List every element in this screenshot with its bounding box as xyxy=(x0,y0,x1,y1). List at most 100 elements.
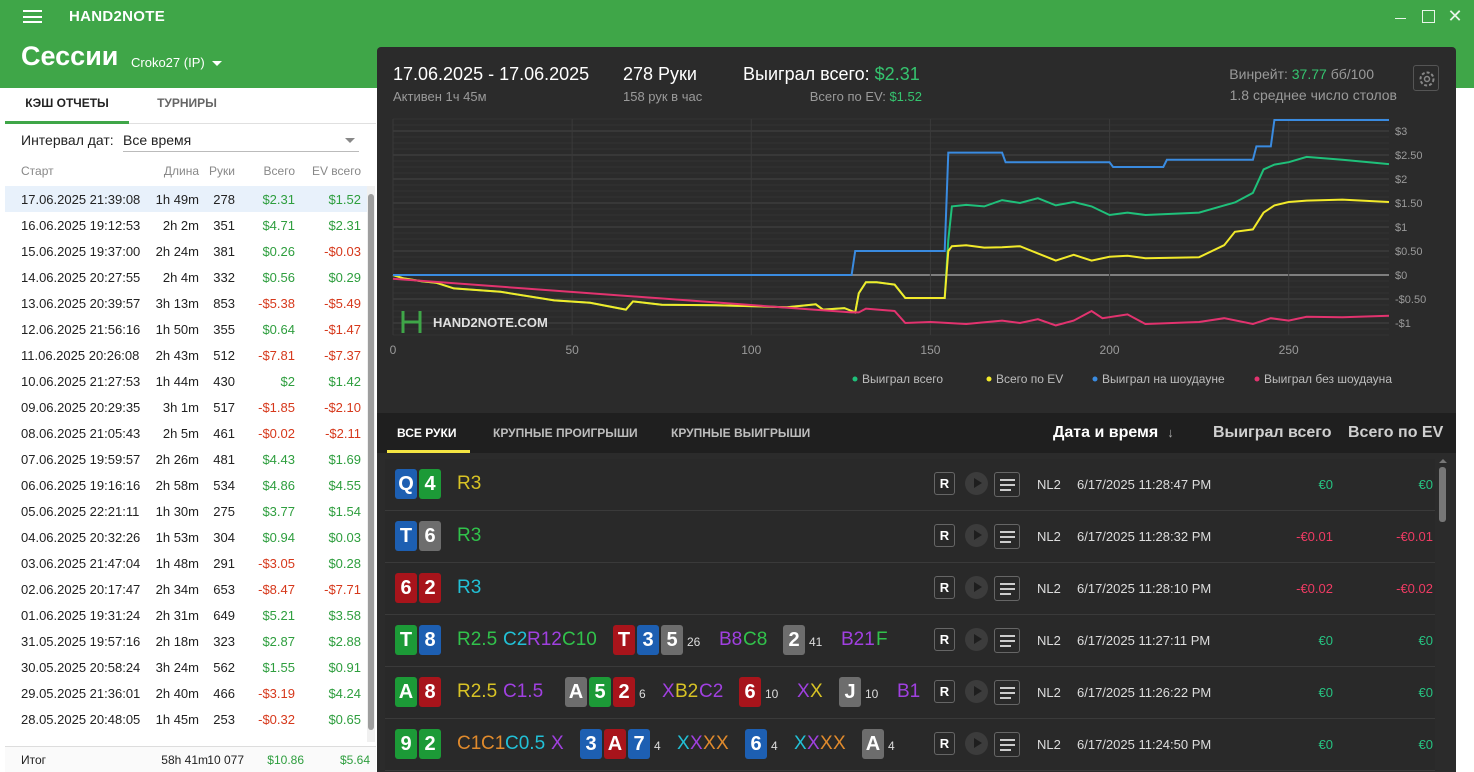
sessions-table-header: Старт Длина Руки Всего EV всего xyxy=(5,164,367,184)
scroll-up-icon[interactable] xyxy=(1439,459,1447,463)
session-row[interactable]: 10.06.2025 21:27:53 1h 44m 430 $2 $1.42 xyxy=(5,368,367,394)
replay-button[interactable]: R xyxy=(934,576,955,599)
hands-scrollbar[interactable] xyxy=(1438,459,1448,772)
tab-big-losses[interactable]: КРУПНЫЕ ПРОИГРЫШИ xyxy=(493,426,638,440)
session-row[interactable]: 30.05.2025 20:58:24 3h 24m 562 $1.55 $0.91 xyxy=(5,654,367,680)
hand-history-icon[interactable] xyxy=(994,680,1020,705)
session-row[interactable]: 28.05.2025 20:48:05 1h 45m 253 -$0.32 $0.65 xyxy=(5,706,367,732)
session-row[interactable]: 11.06.2025 20:26:08 2h 43m 512 -$7.81 -$7.37 xyxy=(5,342,367,368)
action: R2.5 xyxy=(457,681,498,702)
sort-datetime-label: Дата и время xyxy=(1053,424,1159,441)
session-ev: $0.91 xyxy=(328,660,361,675)
column-header-total[interactable]: Всего xyxy=(263,164,295,178)
play-icon[interactable] xyxy=(965,576,988,599)
card: 9 xyxy=(395,729,417,759)
sessions-scrollbar[interactable] xyxy=(367,186,375,742)
hand-row[interactable]: A 8 R2.5 C1.5 A 5 2 6 X B2 C2 6 10 X X J 10 B1 R NL2 6/17/20… xyxy=(385,667,1435,719)
hand-row[interactable]: Q 4 R3 R NL2 6/17/2025 11:28:47 PM €0 €0 xyxy=(385,459,1435,511)
session-row[interactable]: 01.06.2025 19:31:24 2h 31m 649 $5.21 $3.58 xyxy=(5,602,367,628)
session-row[interactable]: 02.06.2025 20:17:47 2h 34m 653 -$8.47 -$7.71 xyxy=(5,576,367,602)
session-start: 03.06.2025 21:47:04 xyxy=(21,556,141,571)
legend-marker xyxy=(1254,376,1260,382)
session-row[interactable]: 29.05.2025 21:36:01 2h 40m 466 -$3.19 $4.24 xyxy=(5,680,367,706)
minimize-icon[interactable] xyxy=(1390,6,1412,26)
replay-button[interactable]: R xyxy=(934,524,955,547)
column-header-length[interactable]: Длина xyxy=(163,164,199,178)
replay-button[interactable]: R xyxy=(934,732,955,755)
scrollbar-thumb[interactable] xyxy=(368,194,374,730)
tab-all-hands[interactable]: ВСЕ РУКИ xyxy=(386,413,472,453)
session-row[interactable]: 08.06.2025 21:05:43 2h 5m 461 -$0.02 -$2.11 xyxy=(5,420,367,446)
account-selector[interactable]: Croko27 (IP) xyxy=(131,55,222,70)
sort-ev-total[interactable]: Всего по EV xyxy=(1348,424,1444,441)
play-icon[interactable] xyxy=(965,472,988,495)
card: 2 xyxy=(783,625,805,655)
action: X xyxy=(794,733,807,754)
hand-history-icon[interactable] xyxy=(994,472,1020,497)
close-icon[interactable]: ✕ xyxy=(1447,6,1463,26)
session-row[interactable]: 14.06.2025 20:27:55 2h 4m 332 $0.56 $0.29 xyxy=(5,264,367,290)
column-header-start[interactable]: Старт xyxy=(21,164,54,178)
session-row[interactable]: 09.06.2025 20:29:35 3h 1m 517 -$1.85 -$2.10 xyxy=(5,394,367,420)
play-icon[interactable] xyxy=(965,732,988,755)
session-start: 14.06.2025 20:27:55 xyxy=(21,270,141,285)
hand-history-icon[interactable] xyxy=(994,524,1020,549)
session-row[interactable]: 03.06.2025 21:47:04 1h 48m 291 -$3.05 $0.28 xyxy=(5,550,367,576)
sort-won-total[interactable]: Выиграл всего xyxy=(1213,424,1332,441)
settings-button[interactable] xyxy=(1413,65,1439,91)
ev-value: $1.52 xyxy=(889,89,922,104)
column-header-hands[interactable]: Руки xyxy=(209,164,235,178)
action: R2.5 xyxy=(457,629,498,650)
session-row[interactable]: 31.05.2025 19:57:16 2h 18m 323 $2.87 $2.88 xyxy=(5,628,367,654)
legend-item[interactable]: Выиграл всего xyxy=(852,372,944,386)
hand-history-icon[interactable] xyxy=(994,628,1020,653)
hand-row[interactable]: T 8 R2.5 C2 R12 C10 T 3 5 26 B8 C8 2 41 B21 F R NL2 6/17/2… xyxy=(385,615,1435,667)
hand-history-icon[interactable] xyxy=(994,576,1020,601)
column-header-ev[interactable]: EV всего xyxy=(311,164,361,178)
play-icon[interactable] xyxy=(965,680,988,703)
hand-row[interactable]: 6 2 R3 R NL2 6/17/2025 11:28:10 PM -€0.02 -€0.0… xyxy=(385,563,1435,615)
x-tick-label: 50 xyxy=(565,343,579,357)
session-start: 12.06.2025 21:56:16 xyxy=(21,322,141,337)
pot-size: 4 xyxy=(771,739,778,753)
legend-item[interactable]: Выиграл на шоудауне xyxy=(1092,372,1225,386)
menu-icon[interactable] xyxy=(23,10,42,23)
session-start: 30.05.2025 20:58:24 xyxy=(21,660,141,675)
sort-datetime[interactable]: Дата и время ↓ xyxy=(1053,413,1174,453)
session-row[interactable]: 06.06.2025 19:16:16 2h 58m 534 $4.86 $4.55 xyxy=(5,472,367,498)
session-row[interactable]: 04.06.2025 20:32:26 1h 53m 304 $0.94 $0.03 xyxy=(5,524,367,550)
tab-tournaments[interactable]: ТУРНИРЫ xyxy=(157,96,217,110)
card: 6 xyxy=(395,573,417,603)
session-row[interactable]: 07.06.2025 19:59:57 2h 26m 481 $4.43 $1.69 xyxy=(5,446,367,472)
play-icon[interactable] xyxy=(965,524,988,547)
hand-row[interactable]: 9 2 C1 C1 C0.5 X 3 A 7 4 X X X X 6 4 X X X X A 4 R NL2 6/17/2025… xyxy=(385,719,1435,771)
session-length: 2h 31m xyxy=(155,608,199,623)
session-hands: 653 xyxy=(213,582,235,597)
session-row[interactable]: 05.06.2025 22:21:11 1h 30m 275 $3.77 $1.54 xyxy=(5,498,367,524)
session-row[interactable]: 15.06.2025 19:37:00 2h 24m 381 $0.26 -$0.03 xyxy=(5,238,367,264)
card: T xyxy=(395,625,417,655)
replay-button[interactable]: R xyxy=(934,680,955,703)
sessions-panel: КЭШ ОТЧЕТЫ ТУРНИРЫ Интервал дат: Все вре… xyxy=(5,88,376,772)
session-row[interactable]: 17.06.2025 21:39:08 1h 49m 278 $2.31 $1.52 xyxy=(5,186,367,212)
session-row[interactable]: 13.06.2025 20:39:57 3h 13m 853 -$5.38 -$5.49 xyxy=(5,290,367,316)
maximize-icon[interactable] xyxy=(1417,6,1439,26)
tab-cash-reports[interactable]: КЭШ ОТЧЕТЫ xyxy=(5,88,129,124)
play-icon[interactable] xyxy=(965,628,988,651)
session-graph: $3 $2.50 $2 $1.50 $1 $0.50 $0 -$0.50 -$1 0 50 100 15… xyxy=(390,118,1426,386)
interval-select[interactable]: Все время xyxy=(123,132,359,152)
legend-item[interactable]: Всего по EV xyxy=(986,372,1064,386)
legend-item[interactable]: Выиграл без шоудауна xyxy=(1254,372,1393,386)
session-row[interactable]: 12.06.2025 21:56:16 1h 50m 355 $0.64 -$1.47 xyxy=(5,316,367,342)
legend-marker xyxy=(1092,376,1098,382)
session-avg-tables: 1.8 среднее число столов xyxy=(1229,87,1397,103)
x-tick-label: 250 xyxy=(1279,343,1299,357)
pot-size: 6 xyxy=(639,687,646,701)
hand-row[interactable]: T 6 R3 R NL2 6/17/2025 11:28:32 PM -€0.01 -€0.0… xyxy=(385,511,1435,563)
scrollbar-thumb[interactable] xyxy=(1439,467,1446,522)
replay-button[interactable]: R xyxy=(934,628,955,651)
session-row[interactable]: 16.06.2025 19:12:53 2h 2m 351 $4.71 $2.31 xyxy=(5,212,367,238)
tab-big-wins[interactable]: КРУПНЫЕ ВЫИГРЫШИ xyxy=(671,426,811,440)
replay-button[interactable]: R xyxy=(934,472,955,495)
hand-history-icon[interactable] xyxy=(994,732,1020,757)
